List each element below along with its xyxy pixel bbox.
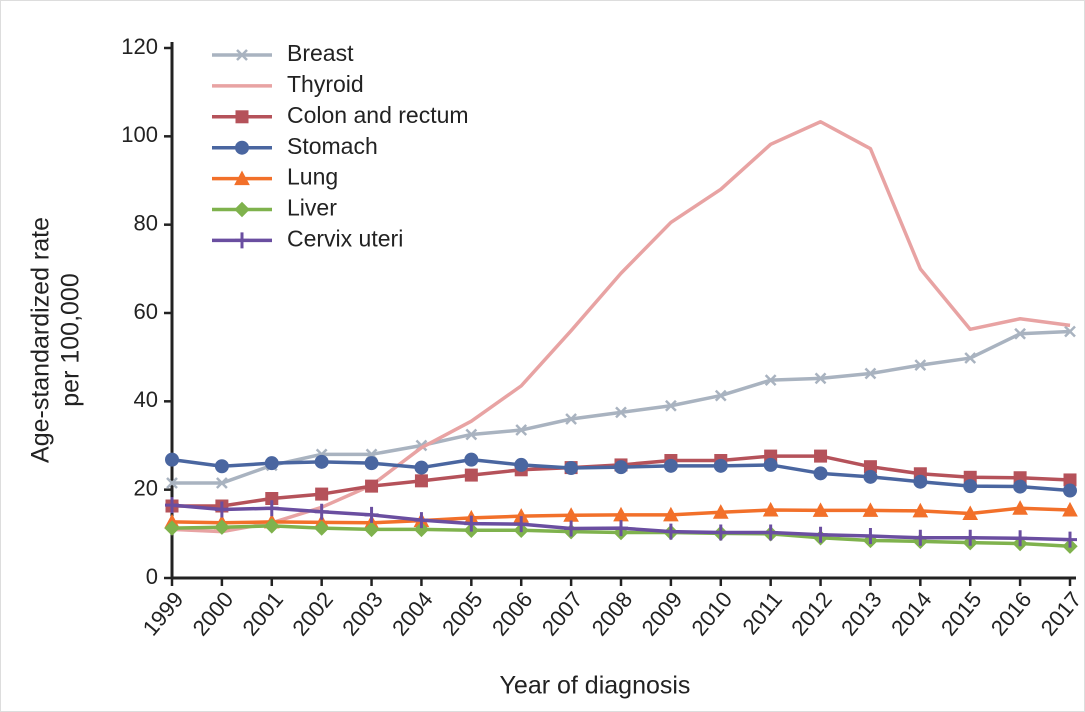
marker	[1014, 327, 1026, 340]
marker	[814, 372, 827, 385]
y-axis-label: Age-standardized rate	[27, 217, 55, 463]
marker	[364, 456, 379, 471]
marker	[216, 477, 228, 489]
marker	[812, 502, 829, 517]
marker	[912, 502, 929, 518]
marker	[414, 474, 428, 488]
marker	[1013, 479, 1028, 494]
marker	[164, 520, 180, 536]
y-tick-label: 60	[134, 299, 158, 324]
marker	[214, 501, 229, 518]
marker	[963, 479, 978, 494]
marker	[614, 520, 628, 537]
marker	[712, 504, 729, 519]
marker	[714, 389, 727, 402]
marker	[234, 170, 250, 186]
marker	[762, 501, 779, 517]
marker	[413, 521, 430, 538]
marker	[1063, 531, 1077, 548]
legend-label: Stomach	[287, 133, 378, 159]
marker	[514, 457, 529, 472]
marker	[364, 506, 379, 523]
marker	[564, 520, 579, 537]
legend-label: Thyroid	[287, 71, 364, 97]
marker	[713, 524, 728, 541]
marker	[614, 460, 628, 475]
y-axis-label: per 100,000	[57, 273, 85, 406]
marker	[514, 516, 529, 533]
marker	[813, 526, 828, 543]
marker	[464, 452, 479, 467]
legend-label: Liver	[287, 195, 337, 221]
marker	[1013, 530, 1028, 547]
marker	[663, 506, 679, 522]
marker	[862, 502, 879, 517]
marker	[314, 454, 329, 469]
marker	[565, 413, 577, 425]
y-tick-label: 100	[121, 122, 158, 147]
legend-label: Cervix uteri	[287, 225, 403, 251]
marker	[814, 449, 828, 463]
marker	[214, 519, 230, 535]
marker	[365, 479, 379, 493]
marker	[615, 406, 627, 419]
marker	[464, 515, 479, 532]
marker	[363, 521, 380, 538]
marker	[236, 49, 248, 61]
y-tick-label: 0	[146, 564, 158, 589]
marker	[234, 201, 250, 218]
y-tick-label: 80	[134, 210, 158, 235]
marker	[165, 452, 179, 467]
marker	[665, 399, 677, 412]
marker	[914, 359, 927, 372]
marker	[963, 529, 978, 546]
marker	[515, 424, 528, 436]
marker	[764, 374, 777, 387]
marker	[1064, 325, 1076, 338]
marker	[235, 140, 249, 155]
marker	[813, 466, 828, 481]
marker	[235, 232, 249, 249]
marker	[315, 487, 329, 501]
marker	[763, 457, 778, 472]
marker	[962, 505, 979, 521]
marker	[313, 520, 330, 536]
marker	[165, 497, 179, 514]
marker	[713, 458, 728, 473]
marker	[414, 512, 429, 529]
marker	[913, 474, 928, 489]
marker	[1012, 500, 1028, 515]
marker	[763, 524, 778, 541]
y-tick-label: 20	[134, 475, 158, 500]
marker	[465, 428, 478, 441]
marker	[564, 461, 579, 476]
marker	[663, 523, 678, 540]
marker	[913, 529, 928, 546]
marker	[464, 468, 478, 482]
marker	[314, 503, 329, 520]
y-tick-label: 120	[121, 34, 158, 59]
marker	[1063, 483, 1077, 498]
marker	[264, 518, 280, 534]
marker	[166, 477, 178, 489]
legend-label: Colon and rectum	[287, 102, 469, 128]
marker	[964, 352, 977, 364]
marker	[414, 460, 429, 475]
legend-label: Lung	[287, 164, 338, 190]
y-tick-label: 40	[134, 387, 158, 412]
x-axis-label: Year of diagnosis	[500, 672, 691, 700]
marker	[663, 458, 678, 473]
legend-label: Breast	[287, 40, 354, 66]
marker	[1062, 501, 1078, 517]
marker	[863, 469, 878, 484]
marker	[863, 528, 878, 545]
marker	[264, 500, 279, 517]
marker	[214, 459, 229, 474]
marker	[235, 110, 249, 124]
marker	[264, 456, 279, 471]
marker	[864, 367, 877, 380]
